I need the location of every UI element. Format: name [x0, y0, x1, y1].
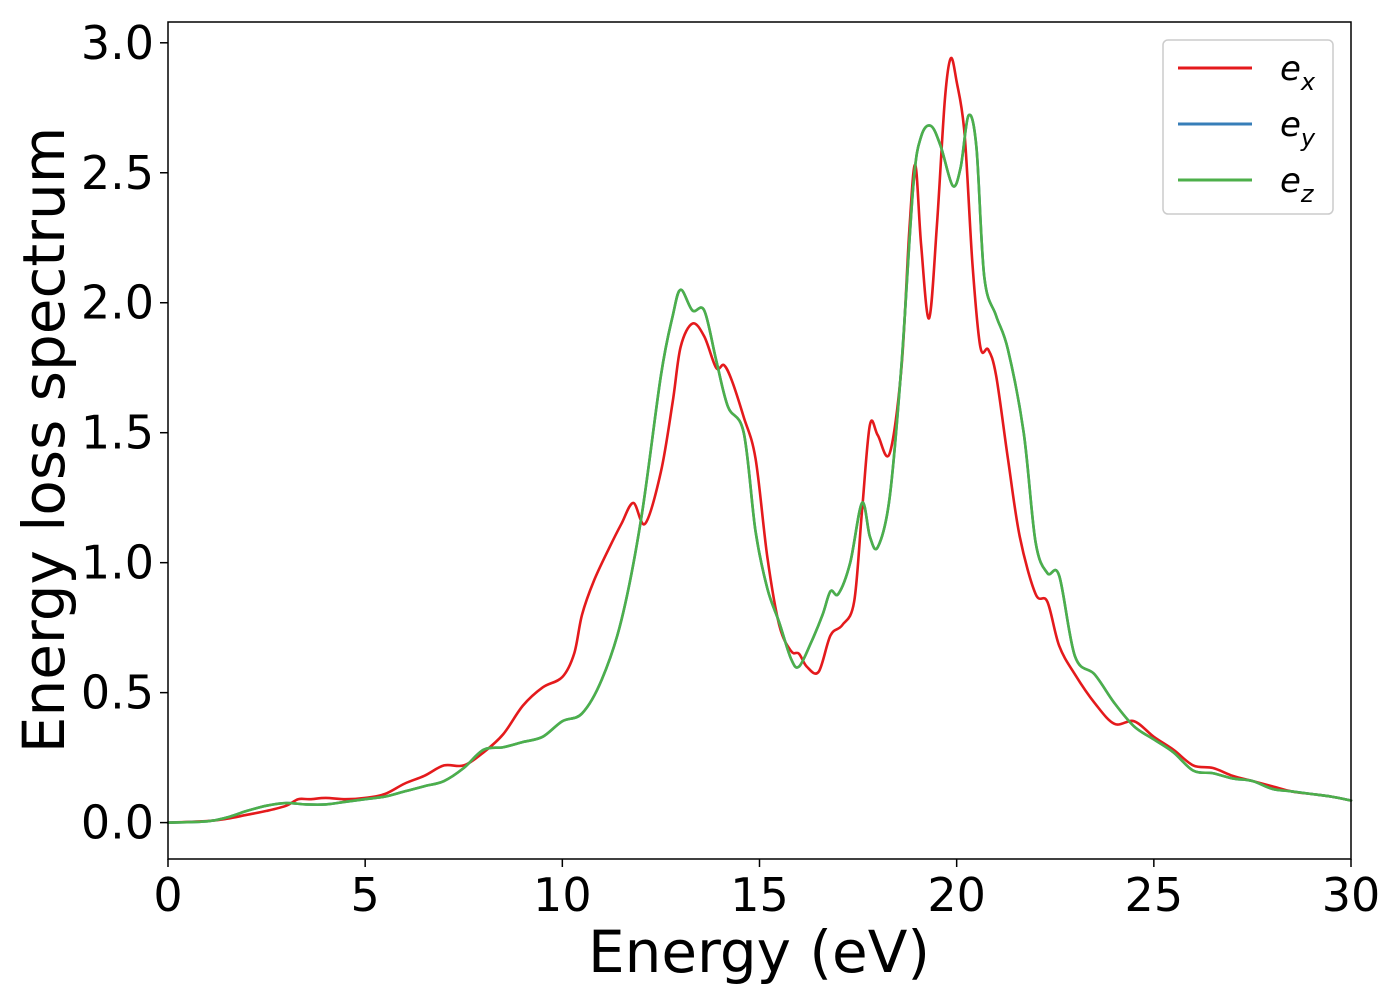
y-axis-label: Energy loss spectrum: [10, 127, 78, 753]
x-axis-label: Energy (eV): [588, 918, 930, 986]
x-tick-label: 15: [730, 868, 789, 922]
x-tick-label: 10: [533, 868, 592, 922]
x-tick-label: 0: [153, 868, 182, 922]
x-tick-label: 20: [927, 868, 986, 922]
y-tick-label: 1.0: [81, 536, 154, 590]
y-axis: 0.0 0.5 1.0 1.5 2.0 2.5 3.0: [81, 16, 168, 850]
legend-subscript: x: [1300, 68, 1316, 96]
y-tick-label: 2.5: [81, 146, 154, 200]
legend-subscript: z: [1300, 180, 1315, 208]
series-layer: [166, 56, 1353, 824]
series-line-x: [166, 56, 1353, 824]
series-line-z: [166, 113, 1353, 824]
y-tick-label: 0.0: [81, 796, 154, 850]
legend-subscript: y: [1300, 124, 1316, 152]
legend-frame: [1162, 39, 1334, 215]
x-tick-label: 25: [1125, 868, 1184, 922]
y-tick-label: 3.0: [81, 16, 154, 70]
x-axis: 0 5 10 15 20 25 30: [153, 859, 1380, 922]
y-tick-label: 1.5: [81, 406, 154, 460]
y-tick-label: 2.0: [81, 276, 154, 330]
plot-background: [168, 22, 1351, 859]
x-tick-label: 5: [351, 868, 380, 922]
y-tick-label: 0.5: [81, 666, 154, 720]
x-tick-label: 30: [1322, 868, 1381, 922]
